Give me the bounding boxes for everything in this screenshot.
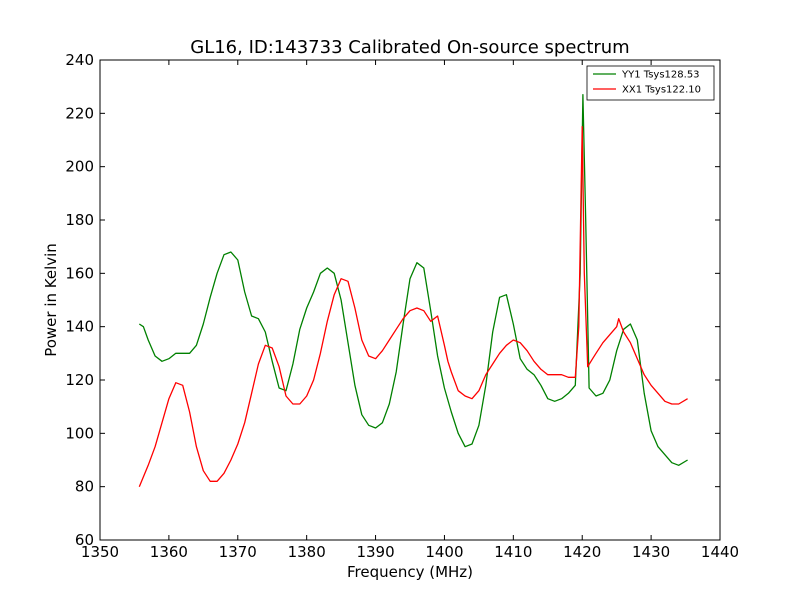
chart-title: GL16, ID:143733 Calibrated On-source spe… (190, 37, 629, 58)
y-tick-label: 60 (75, 531, 94, 549)
x-tick-label: 1430 (632, 543, 670, 561)
y-tick-label: 100 (65, 424, 94, 442)
legend: YY1 Tsys128.53 XX1 Tsys122.10 (586, 65, 715, 101)
x-tick-label: 1380 (288, 543, 326, 561)
series-line-yy1 (138, 94, 688, 466)
tick-layer: 1350 1360 1370 1380 1390 1400 1410 1420 1430 1440… (65, 51, 739, 561)
y-tick-label: 140 (65, 318, 94, 336)
x-tick-label: 1360 (150, 543, 188, 561)
x-axis-label: Frequency (MHz) (347, 563, 473, 581)
legend-box (586, 65, 715, 101)
legend-label-xx1: XX1 Tsys122.10 (622, 85, 701, 96)
x-tick-label: 1410 (494, 543, 532, 561)
plot-frame (99, 59, 721, 541)
x-tick-label: 1370 (219, 543, 257, 561)
series-line-xx1 (138, 126, 688, 487)
series-layer (138, 94, 688, 487)
y-tick-label: 220 (65, 104, 94, 122)
y-tick-label: 180 (65, 211, 94, 229)
y-axis-label: Power in Kelvin (42, 243, 60, 357)
x-tick-label: 1350 (81, 543, 119, 561)
legend-label-yy1: YY1 Tsys128.53 (621, 70, 700, 81)
x-tick-label: 1420 (563, 543, 601, 561)
y-tick-label: 200 (65, 158, 94, 176)
x-tick-label: 1400 (425, 543, 463, 561)
y-tick-label: 80 (75, 478, 94, 496)
y-tick-label: 120 (65, 371, 94, 389)
y-tick-label: 160 (65, 264, 94, 282)
x-tick-label: 1390 (356, 543, 394, 561)
x-tick-label: 1440 (701, 543, 739, 561)
y-tick-label: 240 (65, 51, 94, 69)
